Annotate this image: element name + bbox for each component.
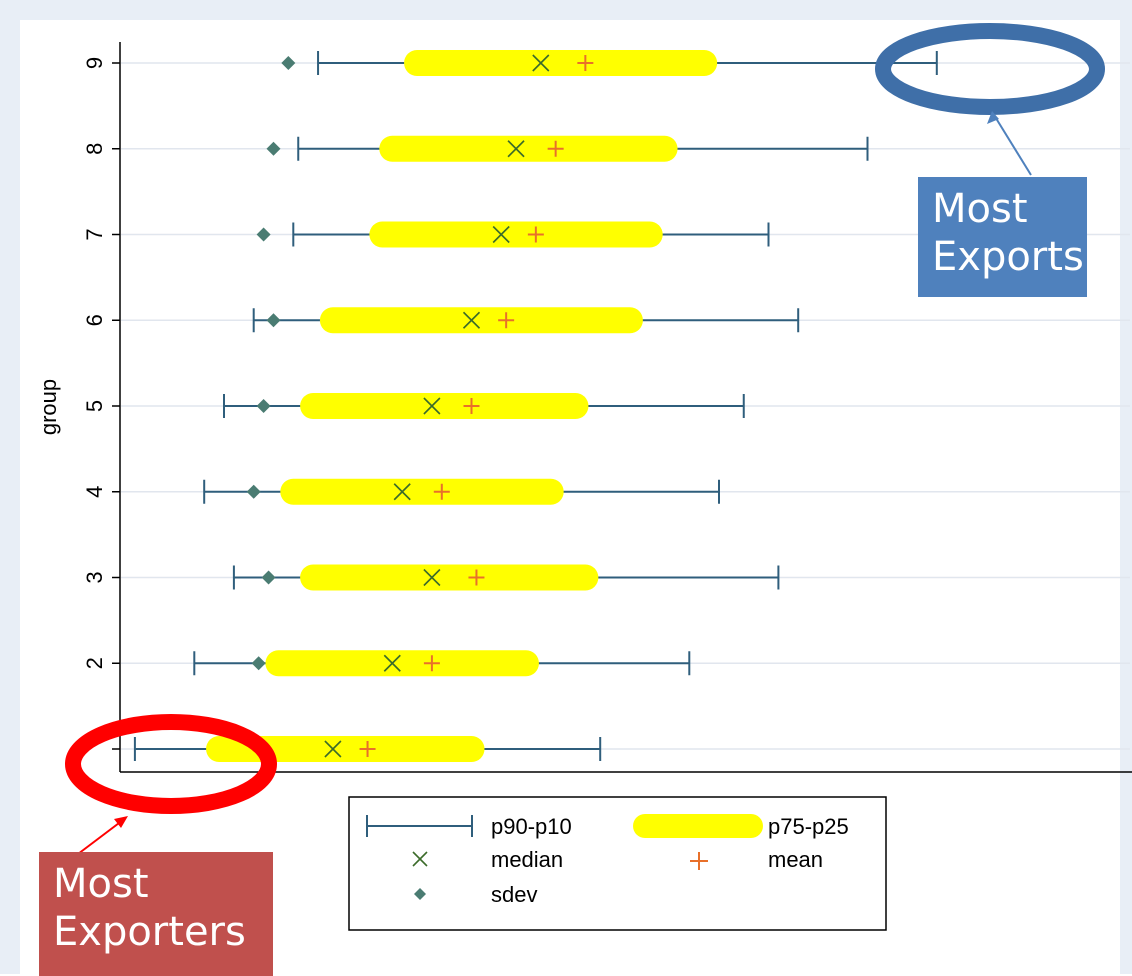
most-exporters-highlight-ellipse xyxy=(65,714,277,814)
median-marker xyxy=(383,654,401,672)
legend-symbol-sdev xyxy=(414,888,426,900)
most-exporters-callout: Most Exporters xyxy=(39,852,273,976)
legend: p90-p10 p75-p25 median mean sdev xyxy=(348,796,887,931)
sdev-marker xyxy=(256,227,271,242)
legend-symbol-mean xyxy=(690,852,708,870)
median-marker xyxy=(507,140,525,158)
y-tick-label: 9 xyxy=(82,57,107,69)
group-row xyxy=(193,650,691,677)
legend-label-p90-p10: p90-p10 xyxy=(491,814,572,839)
y-tick-labels: 2 3 4 5 6 7 8 9 xyxy=(82,57,107,670)
legend-label-sdev: sdev xyxy=(491,882,537,907)
group-row xyxy=(256,221,770,248)
y-tick-label: 5 xyxy=(82,400,107,412)
median-marker xyxy=(492,225,510,244)
sdev-marker xyxy=(266,141,281,156)
group-row xyxy=(203,478,720,505)
sdev-marker xyxy=(256,399,271,413)
y-tick-label: 7 xyxy=(82,228,107,240)
legend-symbol-median xyxy=(412,851,428,867)
sdev-marker xyxy=(266,313,281,328)
sdev-marker xyxy=(261,570,276,585)
most-exports-callout: Most Exports xyxy=(918,177,1087,297)
legend-box xyxy=(348,796,887,931)
most-exports-highlight-ellipse xyxy=(875,23,1105,115)
y-tick-marks xyxy=(112,62,120,750)
most-exports-arrow-head xyxy=(987,111,999,124)
most-exporters-arrow-head xyxy=(114,816,128,828)
group-row xyxy=(252,307,800,334)
legend-label-median: median xyxy=(491,847,563,872)
legend-symbol-p90-p10 xyxy=(366,815,473,837)
median-marker xyxy=(423,397,441,415)
y-tick-label: 4 xyxy=(82,486,107,498)
sdev-marker xyxy=(246,484,261,499)
median-marker xyxy=(532,54,550,72)
y-axis-title: group xyxy=(36,379,61,435)
median-marker xyxy=(423,568,441,587)
group-row xyxy=(281,50,938,76)
y-tick-label: 6 xyxy=(82,314,107,326)
group-row xyxy=(232,564,780,591)
median-marker xyxy=(324,740,342,758)
most-exports-arrow xyxy=(993,114,1032,176)
legend-label-p75-p25: p75-p25 xyxy=(768,814,849,839)
median-marker xyxy=(462,311,481,329)
most-exporters-arrow xyxy=(77,819,124,855)
data-marks xyxy=(133,50,938,762)
y-tick-label: 2 xyxy=(82,657,107,669)
group-row xyxy=(266,135,869,162)
y-tick-label: 3 xyxy=(82,571,107,583)
y-tick-label: 8 xyxy=(82,143,107,155)
sdev-marker xyxy=(251,656,266,671)
group-row xyxy=(223,393,745,419)
sdev-marker xyxy=(281,56,296,70)
axes xyxy=(119,42,1132,773)
median-marker xyxy=(393,483,411,501)
legend-label-mean: mean xyxy=(768,847,823,872)
